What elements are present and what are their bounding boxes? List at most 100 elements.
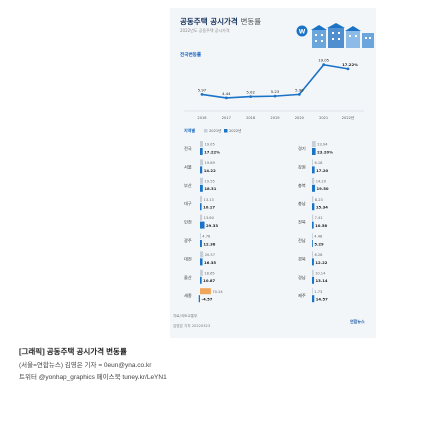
bar-2021-label: 6.28: [314, 253, 323, 257]
x-tick-label: 2016: [197, 116, 207, 120]
data-point: [297, 93, 301, 96]
bar-2021-label: 10.14: [315, 271, 326, 275]
bar-2021: [312, 233, 313, 239]
bar-2021-label: 6.18: [314, 161, 323, 165]
bar-2022: [200, 258, 203, 266]
bar-2021-label: 14.20: [316, 179, 327, 183]
bar-2022-label: 17.22%: [204, 149, 220, 154]
region-label-right: 경북: [298, 255, 306, 262]
region-label-left: 전국: [184, 145, 192, 152]
bar-2022-label: 16.35: [204, 260, 216, 265]
bar-2022-label: 12.38: [203, 241, 215, 246]
bar-2021-label: 19.05: [204, 143, 214, 147]
bar-2021: [312, 288, 313, 295]
data-point: [224, 96, 228, 100]
bar-2022-label: -4.57: [202, 297, 213, 302]
infographic-card: [170, 8, 376, 338]
region-label-right: 경남: [298, 274, 306, 280]
bar-2022: [200, 221, 205, 229]
bar-2021-label: 1.73: [314, 290, 322, 294]
data-point: [249, 95, 253, 98]
region-label-right: 강원: [298, 163, 306, 169]
bar-2021-label: 8.23: [315, 198, 323, 202]
caption-social: 트위터 @yonhap_graphics 페이스북 tuney.kr/LeYN1: [19, 374, 167, 381]
bar-2022-label: 15.34: [316, 205, 328, 210]
bar-2021-label: 13.13: [204, 198, 214, 202]
region-label-left: 서울: [184, 163, 192, 170]
caption-title: [그래픽] 공동주택 공시가격 변동률: [19, 347, 127, 356]
bar-2022-label: 10.87: [203, 278, 215, 283]
bar-2022-label: 12.22: [315, 260, 327, 265]
data-label: 4.44: [222, 91, 231, 96]
region-label-left: 울산: [184, 274, 192, 280]
data-label: 5.97: [198, 87, 207, 92]
bar-2021-label: 23.94: [317, 143, 328, 147]
data-point: [200, 93, 204, 96]
bar-2022: [312, 203, 315, 211]
bar-2022-label: 5.29: [314, 241, 324, 246]
source-credit: 자료/국토교통부: [173, 314, 198, 318]
x-tick-label: 2017: [222, 116, 231, 120]
bar-2022-label: 10.17: [203, 205, 215, 210]
caption-byline: (서울=연합뉴스) 김영은 기자 = 0eun@yna.co.kr: [19, 362, 152, 369]
bar-2021: [312, 251, 313, 258]
bar-2022: [198, 295, 200, 303]
bar-2022: [312, 240, 313, 247]
region-label-left: 인천: [184, 219, 192, 225]
author-credit: 김영은 기자 20220323: [173, 324, 211, 328]
bar-2022-label: 10.58: [315, 223, 327, 228]
data-label: 19.05: [318, 58, 329, 63]
bar-2021: [200, 141, 203, 147]
bar-2022: [312, 258, 314, 266]
region-label-left: 세종: [184, 292, 192, 299]
bar-2021: [200, 177, 204, 184]
region-label-left: 광주: [184, 237, 192, 244]
bar-2021: [312, 269, 314, 276]
data-label: 17.22%: [342, 62, 358, 67]
region-label-right: 전남: [298, 237, 306, 243]
bar-2021: [312, 177, 315, 184]
data-label: 5.98: [295, 87, 304, 92]
bar-2022: [312, 295, 315, 303]
bar-2022: [200, 166, 203, 174]
bar-2021: [312, 214, 314, 221]
bar-2022-label: 18.31: [204, 186, 216, 191]
bar-2022-label: 13.14: [316, 278, 328, 283]
region-label-left: 부산: [184, 182, 192, 189]
x-tick-label: 2020: [295, 116, 305, 120]
region-label-right: 경기: [298, 145, 306, 152]
data-label: 5.23: [271, 89, 280, 94]
bar-2021: [200, 288, 211, 295]
bar-2021-label: 7.41: [315, 216, 323, 220]
infographic-title: 공동주택 공시가격 변동률: [180, 17, 262, 26]
legend-label-2021: 2021년: [209, 128, 221, 133]
bar-2021: [312, 196, 314, 203]
bar-2021: [200, 233, 201, 239]
bar-2022: [312, 166, 315, 174]
line-chart: 5.97 2016 4.44 2017 5.02 2018 5.23 2019 5.98 2020…: [184, 58, 364, 120]
bar-2021: [200, 196, 203, 203]
region-label-right: 전북: [298, 219, 306, 226]
bar-2022: [200, 276, 202, 284]
x-tick-label: 2019: [270, 116, 280, 120]
bar-2021-label: 70.24: [212, 290, 223, 294]
bar-2021: [200, 214, 203, 221]
region-label-right: 충북: [298, 182, 306, 189]
bar-2022-label: 14.57: [316, 297, 328, 302]
bar-2021-label: 19.55: [205, 179, 215, 183]
x-tick-label: 2022년: [342, 115, 354, 120]
bar-2021: [200, 251, 204, 258]
bar-2022: [312, 221, 314, 229]
legend-label-2022: 2022년: [229, 128, 241, 133]
region-label-right: 제주: [298, 292, 306, 299]
data-point: [273, 94, 277, 98]
bar-2022: [200, 148, 203, 155]
legend-swatch-2022: [224, 129, 228, 133]
data-point: [346, 67, 350, 71]
bar-2022: [312, 184, 316, 192]
yonhap-logo: 연합뉴스: [350, 319, 365, 324]
bar-2022: [312, 148, 316, 155]
bar-2021-label: 13.60: [204, 216, 215, 220]
bar-2021-label: 20.57: [205, 253, 215, 257]
